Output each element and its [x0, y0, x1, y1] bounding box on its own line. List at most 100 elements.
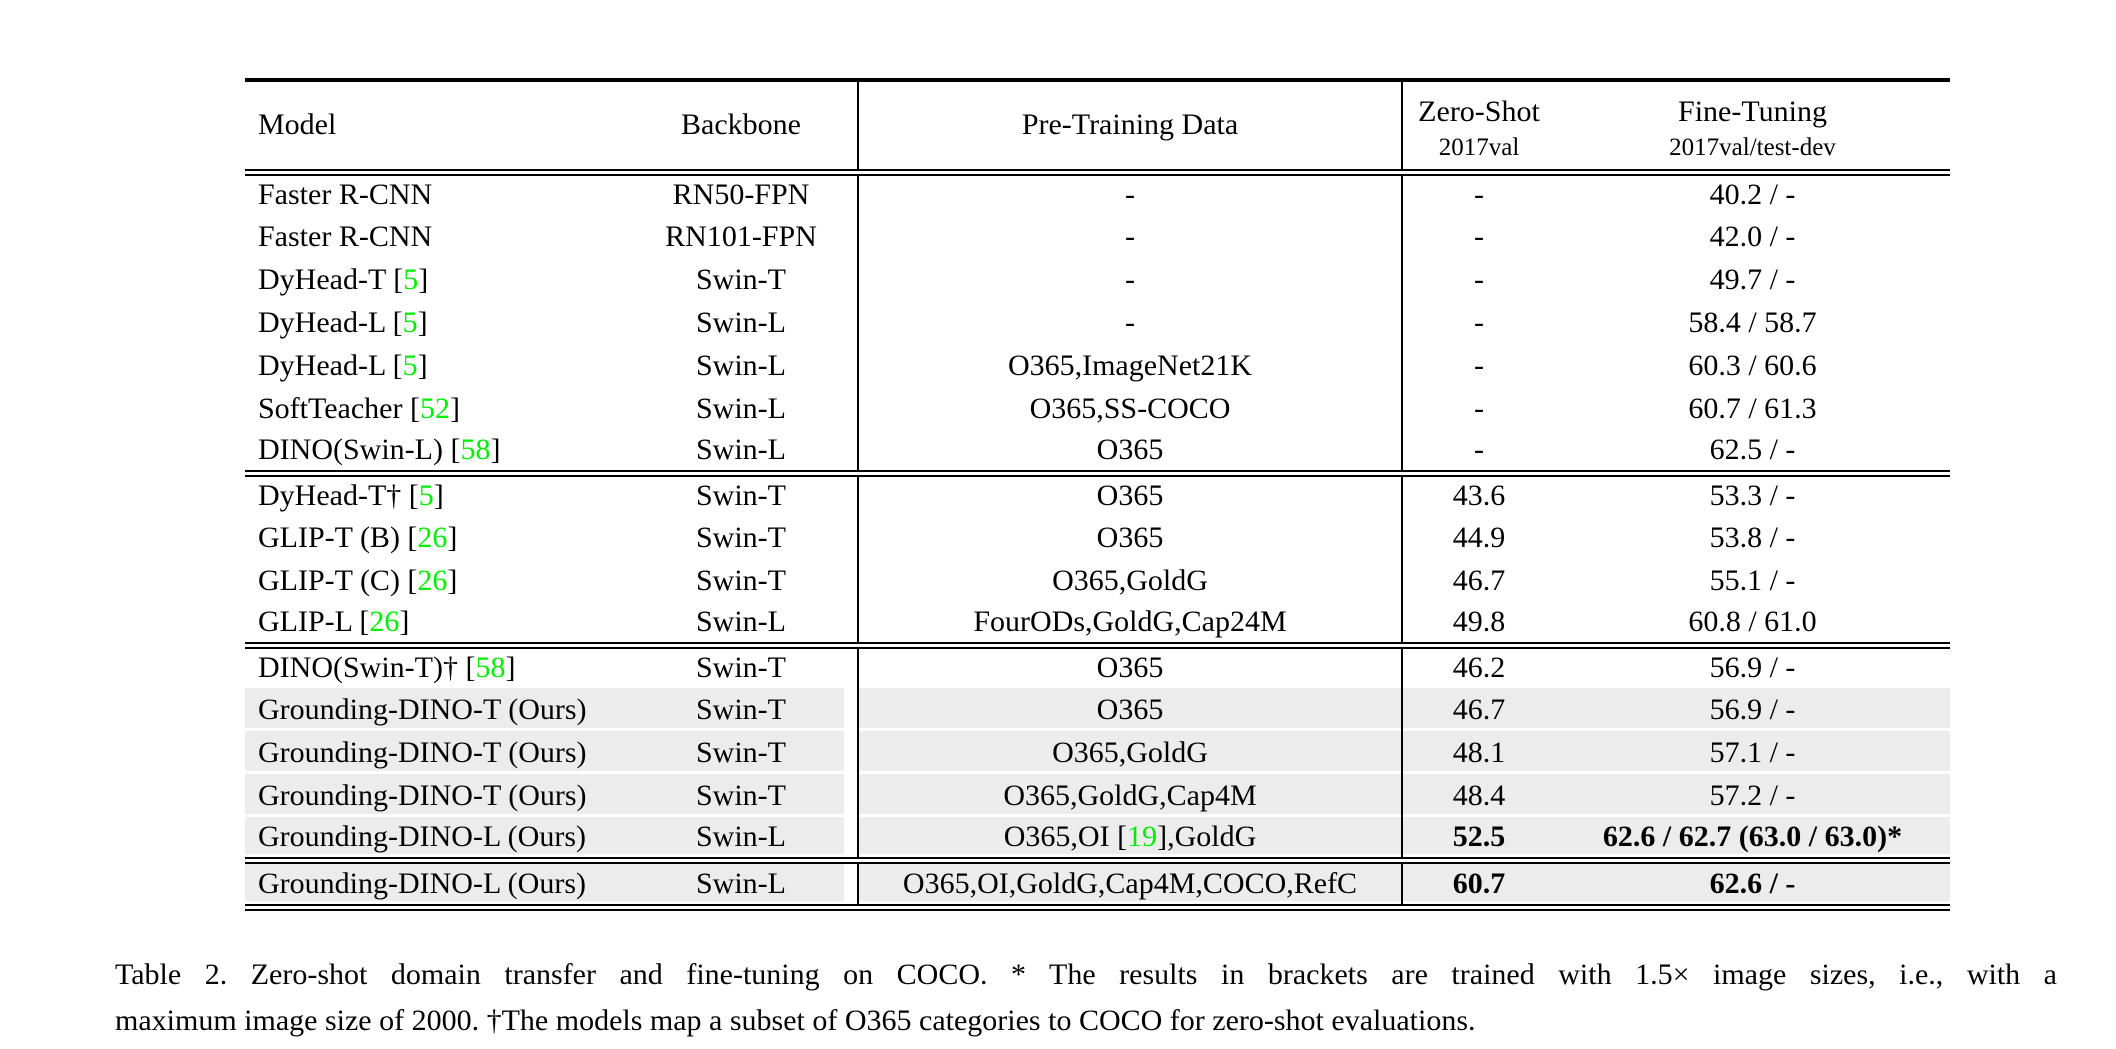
table-row: DyHead-T† [5] Swin-T O365 43.6 53.3 / -	[245, 469, 1950, 516]
cell-model: Faster R-CNN	[258, 178, 433, 212]
col-header-zero-shot-title: Zero-Shot	[1418, 95, 1540, 129]
cell-backbone: Swin-T	[625, 688, 858, 731]
cell-zero-shot: -	[1401, 301, 1555, 344]
col-header-zero-shot: Zero-Shot 2017val	[1401, 80, 1555, 176]
cell-model: GLIP-L [26]	[258, 604, 410, 638]
cell-backbone: Swin-L	[696, 604, 786, 638]
citation-ref: 26	[417, 563, 448, 597]
cell-fine-tuning: 53.8 / -	[1709, 520, 1796, 554]
results-table: Model Backbone Pre-Training Data Zero-Sh…	[245, 78, 1950, 911]
col-header-fine-tuning-title: Fine-Tuning	[1678, 95, 1827, 129]
cell-model: Grounding-DINO-T (Ours)	[245, 731, 625, 774]
table-row: Grounding-DINO-L (Ours) Swin-L O365,OI [19…	[245, 817, 1950, 860]
citation-ref: 58	[475, 651, 506, 685]
cell-model: Grounding-DINO-L (Ours)	[245, 817, 625, 860]
cell-backbone: Swin-L	[696, 391, 786, 425]
table-caption: Table 2. Zero-shot domain transfer and f…	[115, 952, 2057, 1044]
cell-backbone: Swin-T	[696, 563, 786, 597]
cell-fine-tuning: 60.8 / 61.0	[1688, 604, 1817, 638]
cell-fine-tuning: 56.9 / -	[1555, 641, 1950, 688]
citation-ref: 26	[369, 604, 400, 638]
cell-pretrain: O365,GoldG,Cap4M	[857, 774, 1402, 817]
table-header: Model Backbone Pre-Training Data Zero-Sh…	[245, 80, 1950, 176]
cell-zero-shot: 48.1	[1401, 731, 1555, 774]
table-row: Faster R-CNN RN50-FPN - - 40.2 / -	[245, 172, 1950, 215]
cell-fine-tuning: 57.2 / -	[1555, 774, 1950, 817]
cell-fine-tuning: 40.2 / -	[1709, 178, 1796, 212]
cell-backbone: Swin-L	[696, 305, 786, 339]
cell-pretrain: FourODs,GoldG,Cap24M	[857, 602, 1402, 645]
cell-pretrain: O365	[857, 516, 1402, 559]
cell-pretrain: O365	[857, 688, 1402, 731]
table-row: DyHead-T [5] Swin-T - - 49.7 / -	[245, 258, 1950, 301]
table-section-grounding-dino: DINO(Swin-T)† [58] Swin-T O365 46.2 56.9 / -…	[245, 641, 1950, 860]
cell-backbone: Swin-T	[625, 774, 858, 817]
cell-zero-shot: 46.7	[1401, 559, 1555, 602]
table-section-grounding-dino-full: Grounding-DINO-L (Ours) Swin-L O365,OI,Gol…	[245, 856, 1950, 907]
cell-pretrain: O365,OI [19],GoldG	[857, 817, 1402, 860]
cell-pretrain: O365,ImageNet21K	[857, 344, 1402, 387]
table-row: DyHead-L [5] Swin-L - - 58.4 / 58.7	[245, 301, 1950, 344]
cell-zero-shot: 49.8	[1401, 602, 1555, 645]
cell-pretrain: O365,GoldG	[857, 559, 1402, 602]
citation-ref: 26	[417, 520, 448, 554]
cell-zero-shot: 44.9	[1401, 516, 1555, 559]
cell-fine-tuning: 49.7 / -	[1709, 262, 1796, 296]
cell-model: DyHead-L [5]	[258, 305, 428, 339]
cell-zero-shot: 43.6	[1401, 469, 1555, 516]
cell-zero-shot: 52.5	[1401, 817, 1555, 860]
cell-pretrain: -	[857, 258, 1402, 301]
header-row: Model Backbone Pre-Training Data Zero-Sh…	[245, 80, 1950, 176]
cell-pretrain: O365	[857, 430, 1402, 473]
table-row: Grounding-DINO-T (Ours) Swin-T O365,GoldG 4…	[245, 731, 1950, 774]
cell-model: DINO(Swin-T)† [58]	[245, 641, 625, 688]
citation-ref: 5	[402, 305, 418, 339]
cell-pretrain: O365	[857, 641, 1402, 688]
cell-pretrain: O365,GoldG	[857, 731, 1402, 774]
cell-zero-shot: -	[1401, 172, 1555, 215]
cell-backbone: Swin-L	[625, 817, 858, 860]
cell-backbone: Swin-T	[625, 641, 858, 688]
cell-backbone: RN50-FPN	[672, 178, 810, 212]
cell-backbone: Swin-L	[696, 348, 786, 382]
cell-model: GLIP-T (B) [26]	[258, 520, 458, 554]
citation-ref: 5	[402, 348, 418, 382]
table-row: GLIP-T (C) [26] Swin-T O365,GoldG 46.7 55.1 …	[245, 559, 1950, 602]
col-header-backbone: Backbone	[625, 80, 858, 176]
cell-zero-shot: -	[1401, 215, 1555, 258]
col-header-fine-tuning-subtitle: 2017val/test-dev	[1669, 134, 1836, 162]
cell-zero-shot: -	[1401, 430, 1555, 473]
cell-backbone: Swin-T	[696, 262, 786, 296]
table-row: Faster R-CNN RN101-FPN - - 42.0 / -	[245, 215, 1950, 258]
cell-fine-tuning: 62.5 / -	[1709, 432, 1796, 466]
cell-fine-tuning: 42.0 / -	[1709, 219, 1796, 253]
table-row: GLIP-T (B) [26] Swin-T O365 44.9 53.8 / -	[245, 516, 1950, 559]
cell-fine-tuning: 57.1 / -	[1555, 731, 1950, 774]
cell-zero-shot: -	[1401, 344, 1555, 387]
cell-pretrain: O365,SS-COCO	[857, 387, 1402, 430]
cell-model: DyHead-T [5]	[258, 262, 429, 296]
citation-ref: 19	[1127, 819, 1158, 853]
col-header-pretraining-data: Pre-Training Data	[857, 80, 1402, 176]
cell-fine-tuning: 58.4 / 58.7	[1688, 305, 1817, 339]
cell-backbone: Swin-T	[696, 520, 786, 554]
cell-backbone: Swin-T	[625, 469, 858, 516]
col-header-zero-shot-subtitle: 2017val	[1438, 134, 1520, 162]
cell-fine-tuning: 55.1 / -	[1709, 563, 1796, 597]
cell-backbone: RN101-FPN	[665, 219, 817, 253]
caption-line-1: Table 2. Zero-shot domain transfer and f…	[115, 958, 2057, 991]
cell-model: Faster R-CNN	[258, 219, 433, 253]
cell-pretrain: -	[857, 301, 1402, 344]
cell-backbone: Swin-L	[625, 856, 858, 907]
table-row: SoftTeacher [52] Swin-L O365,SS-COCO - 60.7 …	[245, 387, 1950, 430]
cell-fine-tuning: 62.6 / -	[1555, 856, 1950, 907]
cell-fine-tuning: 60.3 / 60.6	[1688, 348, 1817, 382]
table-row: Grounding-DINO-T (Ours) Swin-T O365 46.7 56.…	[245, 688, 1950, 731]
cell-model: GLIP-T (C) [26]	[258, 563, 458, 597]
citation-ref: 58	[460, 432, 491, 466]
cell-fine-tuning: 60.7 / 61.3	[1688, 391, 1817, 425]
cell-model: DINO(Swin-L) [58]	[258, 432, 501, 466]
col-header-model: Model	[245, 80, 625, 176]
cell-zero-shot: 48.4	[1401, 774, 1555, 817]
cell-fine-tuning: 56.9 / -	[1555, 688, 1950, 731]
